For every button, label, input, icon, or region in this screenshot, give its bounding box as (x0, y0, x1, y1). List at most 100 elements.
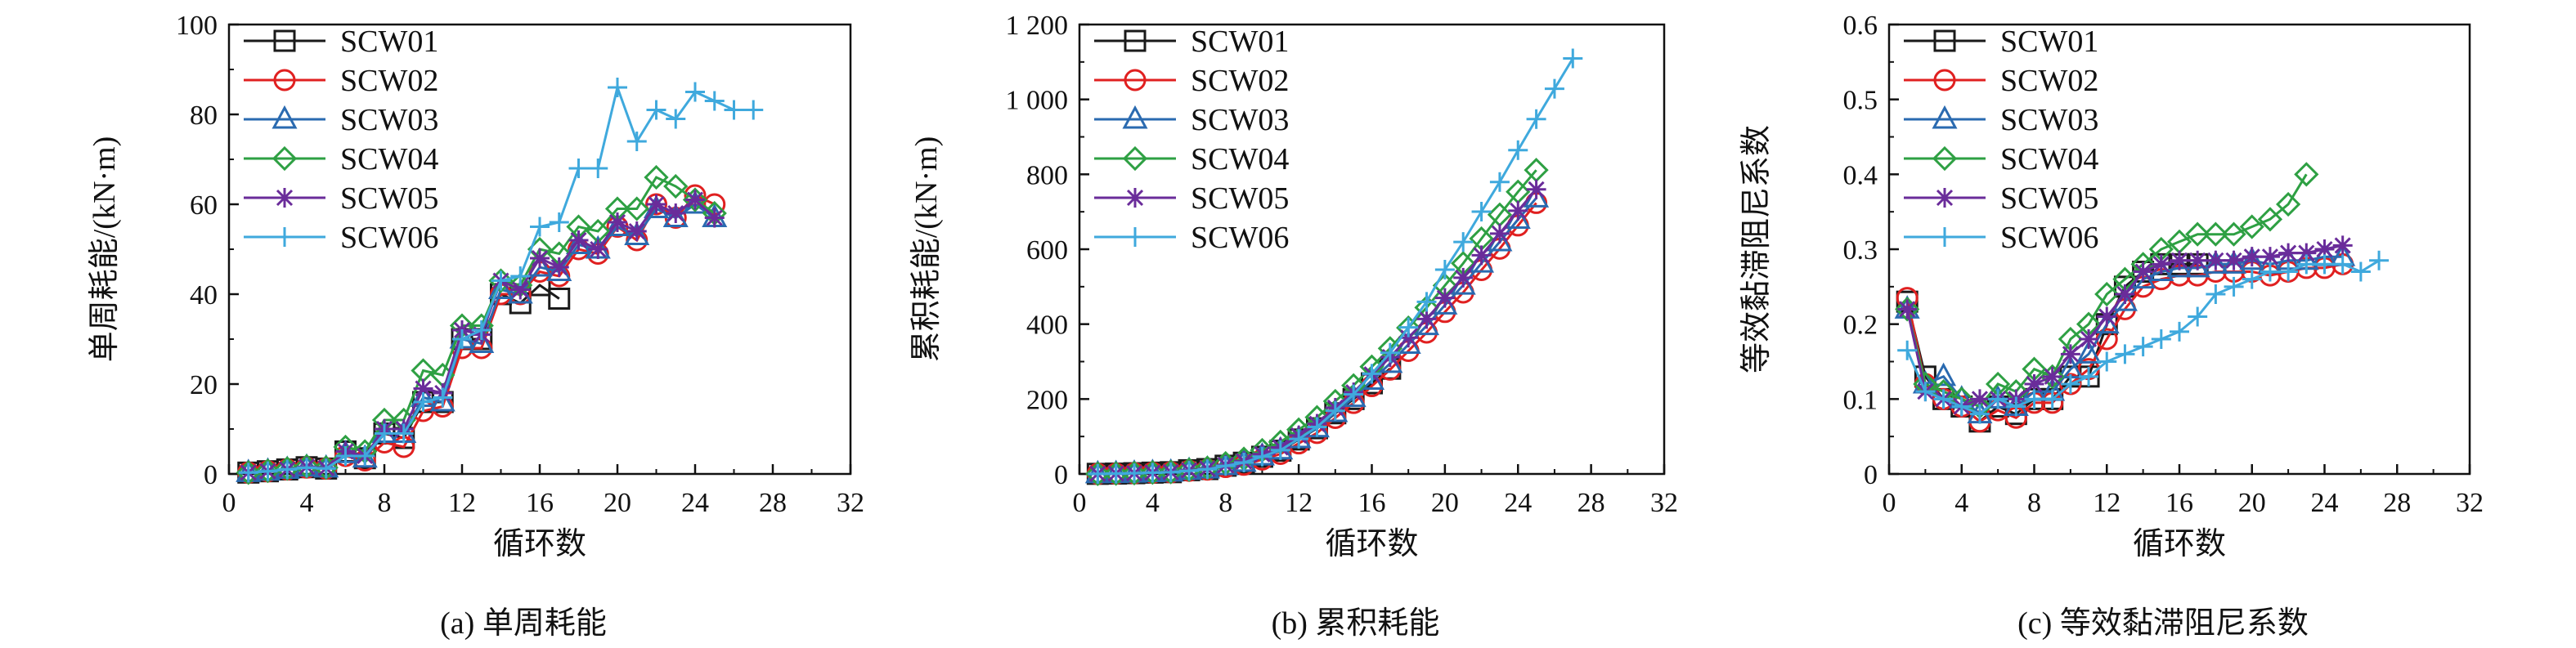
data-point (255, 458, 280, 484)
data-point (1362, 364, 1382, 384)
data-point (355, 446, 375, 466)
x-tick-label: 16 (2165, 488, 2193, 518)
data-point (2133, 337, 2153, 357)
data-point (682, 187, 708, 212)
series-line (1905, 173, 2308, 409)
data-point (2276, 191, 2301, 217)
data-point (662, 203, 689, 227)
series-SCW05 (1897, 235, 2353, 417)
data-point (2133, 261, 2153, 282)
data-point (238, 463, 258, 483)
data-point (2206, 250, 2226, 270)
data-point (1121, 460, 1147, 486)
legend: SCW01 SCW02 SCW03 SCW04 SCW05 SCW06 (1094, 25, 1289, 255)
data-point (666, 203, 686, 223)
data-point (1088, 463, 1108, 484)
data-point (1380, 342, 1400, 363)
data-point (2221, 221, 2246, 247)
x-axis-label: 循环数 (493, 527, 586, 561)
data-point (2006, 396, 2026, 417)
legend-label: SCW04 (1191, 142, 1289, 177)
data-point (1124, 463, 1145, 484)
x-tick-label: 16 (526, 488, 554, 518)
legend-label: SCW03 (2000, 103, 2098, 137)
data-point (1158, 459, 1183, 485)
data-point (2188, 306, 2208, 327)
data-point (1897, 299, 1918, 320)
legend-label: SCW04 (2000, 142, 2098, 177)
data-point (2115, 284, 2135, 304)
data-point (1325, 400, 1345, 421)
data-point (2242, 269, 2262, 289)
data-point (2202, 250, 2228, 274)
data-point (2203, 221, 2228, 247)
data-point (2188, 250, 2208, 270)
legend-label: SCW01 (340, 25, 438, 59)
data-point (608, 212, 627, 232)
data-point (646, 100, 666, 120)
data-point (1160, 462, 1181, 482)
data-point (546, 257, 572, 281)
series-SCW06 (1897, 250, 2390, 424)
data-point (530, 248, 550, 268)
legend-label: SCW05 (340, 181, 438, 216)
data-point (2294, 162, 2319, 187)
plot-frame (1887, 23, 2471, 476)
legend-label: SCW01 (2000, 25, 2098, 59)
data-point (2024, 374, 2044, 394)
y-axis-label: 单周耗能/(kN·m) (88, 136, 122, 363)
x-tick-label: 12 (2093, 488, 2120, 518)
data-point (743, 100, 764, 120)
data-point (2097, 306, 2117, 327)
y-tick-label: 0 (204, 460, 218, 490)
y-tick-label: 200 (1026, 385, 1068, 415)
y-axis-label: 累积耗能/(kN·m) (909, 136, 944, 363)
data-point (549, 257, 569, 277)
data-point (624, 196, 649, 221)
data-point (433, 387, 453, 408)
y-tick-label: 0.5 (1843, 86, 1878, 116)
legend-marker (275, 188, 294, 208)
data-point (1398, 328, 1419, 348)
data-point (2242, 247, 2262, 267)
data-point (608, 78, 627, 97)
data-point (1344, 384, 1364, 404)
data-point (2239, 214, 2264, 239)
data-point (2151, 329, 2171, 349)
legend-label: SCW02 (1191, 64, 1289, 98)
data-point (2079, 366, 2099, 387)
y-tick-label: 20 (190, 370, 218, 400)
legend-marker (1125, 227, 1145, 247)
data-point (624, 221, 650, 245)
data-point (1434, 288, 1455, 308)
data-point (1969, 389, 1990, 409)
x-tick-label: 0 (1073, 488, 1087, 518)
data-point (1526, 109, 1546, 129)
data-point (588, 159, 608, 178)
data-point (2042, 366, 2062, 387)
data-point (1933, 389, 1954, 409)
legend: SCW01 SCW02 SCW03 SCW04 SCW05 SCW06 (244, 25, 438, 255)
data-point (1508, 140, 1528, 160)
y-tick-label: 0 (1864, 460, 1878, 490)
data-point (1197, 459, 1218, 480)
data-point (335, 446, 356, 466)
x-tick-label: 28 (1577, 488, 1605, 518)
chart-panel-0: 0 4 8 12 16 20 24 28 32 0 20 40 60 80 100 循环数 单周耗能/(kN·m… (88, 11, 864, 641)
data-point (2369, 250, 2390, 270)
data-point (2296, 254, 2317, 275)
data-point (1398, 317, 1419, 337)
legend-marker (1122, 145, 1148, 172)
data-point (1544, 78, 1564, 99)
data-point (2278, 243, 2299, 263)
legend-marker (1932, 145, 1958, 172)
data-point (2042, 389, 2062, 409)
legend-marker (1125, 188, 1145, 208)
data-point (507, 279, 533, 304)
data-point (685, 82, 705, 102)
data-point (1931, 362, 1957, 387)
data-point (626, 221, 647, 241)
data-point (277, 459, 298, 480)
data-point (488, 268, 514, 293)
data-point (413, 392, 433, 412)
